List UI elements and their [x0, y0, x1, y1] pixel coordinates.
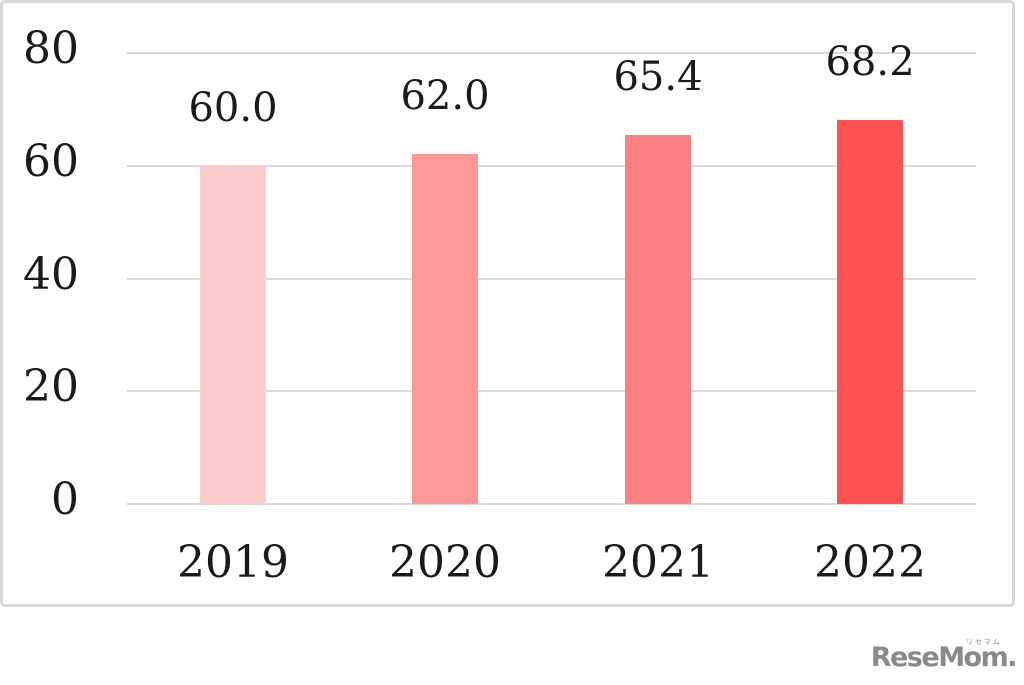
x-tick-label: 2021	[602, 537, 714, 588]
chart-frame: 60.0 62.0 65.4 68.2 0 20 40 60 80 2019 2020 2021 2…	[0, 0, 1015, 607]
x-tick-label: 2022	[814, 537, 926, 588]
y-tick-label: 80	[23, 23, 79, 74]
logo-text: ReseMom.	[870, 642, 1018, 673]
bar	[837, 120, 903, 504]
plot-area: 60.0 62.0 65.4 68.2	[127, 42, 976, 505]
gridline	[127, 390, 976, 393]
bar	[625, 135, 691, 504]
bar-value-label: 68.2	[825, 39, 915, 85]
gridline	[127, 164, 976, 167]
gridline	[127, 503, 976, 505]
bar-value-label: 65.4	[613, 54, 703, 100]
y-axis-labels: 0 20 40 60 80	[3, 27, 79, 522]
bar-value-label: 62.0	[400, 73, 490, 119]
x-tick-label: 2020	[389, 537, 501, 588]
y-tick-label: 20	[23, 361, 79, 413]
bar	[200, 166, 266, 504]
y-tick-label: 40	[23, 248, 79, 300]
gridline	[127, 277, 976, 280]
y-tick-label: 0	[51, 474, 79, 525]
bar-value-label: 60.0	[188, 85, 278, 131]
y-tick-label: 60	[23, 135, 79, 187]
bar	[412, 154, 478, 504]
logo-ruby-text: リセマム	[966, 638, 1002, 646]
gridline	[127, 52, 976, 54]
x-axis-labels: 2019 2020 2021 2022	[127, 535, 976, 591]
resemom-logo: リセマム ReseMom.	[870, 638, 1018, 678]
x-tick-label: 2019	[177, 537, 289, 588]
